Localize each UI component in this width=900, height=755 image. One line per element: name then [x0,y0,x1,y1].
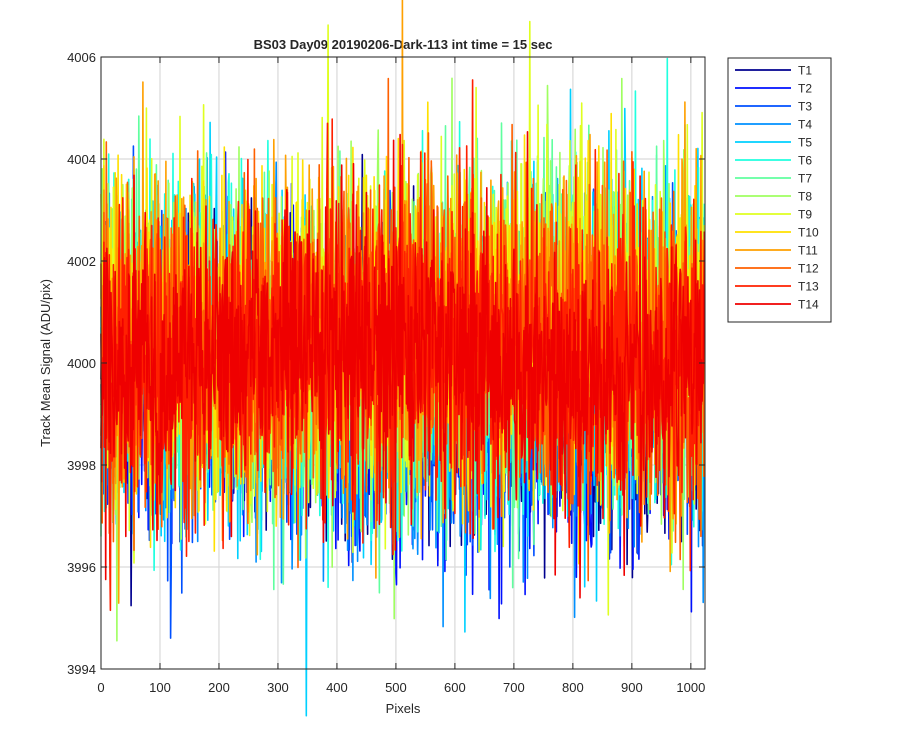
y-tick-label: 3996 [67,560,96,575]
x-tick-label: 100 [149,680,171,695]
y-axis-label: Track Mean Signal (ADU/pix) [38,279,53,447]
x-tick-label: 700 [503,680,525,695]
series-line-t14 [100,131,706,599]
x-tick-label: 800 [562,680,584,695]
y-tick-label: 4002 [67,254,96,269]
legend-label: T6 [798,154,812,168]
x-tick-label: 600 [444,680,466,695]
y-tick-label: 4006 [67,50,96,65]
y-tick-label: 3994 [67,662,96,677]
y-tick-label: 3998 [67,458,96,473]
x-tick-label: 500 [385,680,407,695]
legend-label: T8 [798,190,812,204]
x-tick-label: 1000 [676,680,705,695]
y-tick-label: 4000 [67,356,96,371]
x-tick-label: 200 [208,680,230,695]
legend-label: T14 [798,298,819,312]
legend-label: T12 [798,262,819,276]
legend-label: T9 [798,208,812,222]
legend-box [727,57,832,323]
x-tick-label: 400 [326,680,348,695]
legend-label: T11 [798,244,818,258]
x-axis-label: Pixels [386,701,421,716]
legend-label: T10 [798,226,819,240]
y-tick-label: 4004 [67,152,96,167]
legend-label: T1 [798,64,812,78]
x-tick-label: 300 [267,680,289,695]
legend: T1 T2 T3 T4 T5 T6 T7 T8 T9 T10 T11 T12 T13 T14 [727,57,832,323]
legend-label: T2 [798,82,812,96]
series-lines [100,0,706,717]
legend-label: T5 [798,136,812,150]
legend-label: T7 [798,172,812,186]
x-tick-label: 900 [621,680,643,695]
x-tick-label: 0 [97,680,104,695]
legend-label: T3 [798,100,812,114]
legend-label: T13 [798,280,819,294]
axis-ticks: 0 100 200 300 400 500 600 700 800 900 1000 3994 3996… [67,50,705,695]
legend-label: T4 [798,118,812,132]
